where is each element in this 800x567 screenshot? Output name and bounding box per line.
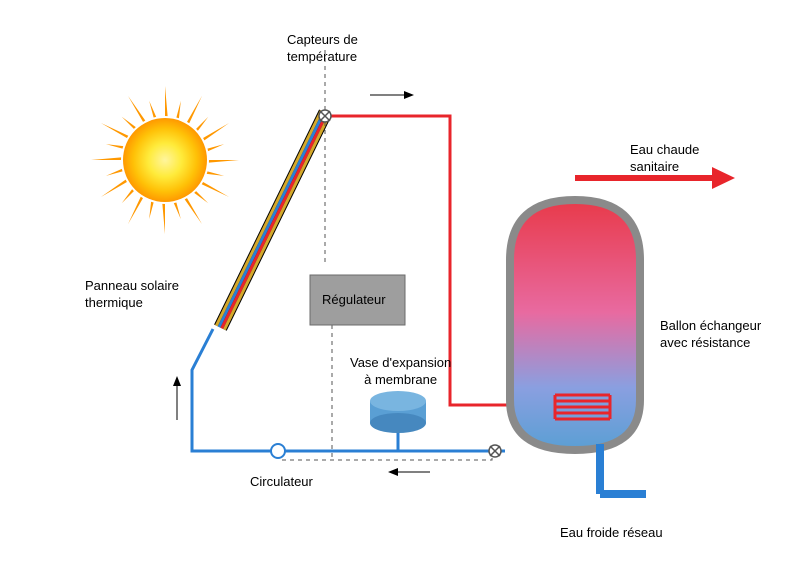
cold-pipe-main xyxy=(192,329,505,451)
label-eau-chaude: Eau chaude sanitaire xyxy=(630,142,699,176)
sun-icon xyxy=(91,86,239,234)
temp-sensor-top xyxy=(319,110,331,122)
label-eau-froide: Eau froide réseau xyxy=(560,525,663,542)
label-circulateur: Circulateur xyxy=(250,474,313,491)
label-ballon: Ballon échangeur avec résistance xyxy=(660,318,761,352)
label-regulateur: Régulateur xyxy=(322,292,386,309)
cold-water-inlet xyxy=(596,444,646,498)
circulator-icon xyxy=(271,444,285,458)
solar-water-heater-diagram: Capteurs de température Eau chaude sanit… xyxy=(0,0,800,567)
label-panneau: Panneau solaire thermique xyxy=(85,278,179,312)
expansion-vessel xyxy=(370,391,426,433)
label-capteurs: Capteurs de température xyxy=(287,32,358,66)
temp-sensor-bottom xyxy=(489,445,501,457)
label-vase: Vase d'expansion à membrane xyxy=(350,355,451,389)
